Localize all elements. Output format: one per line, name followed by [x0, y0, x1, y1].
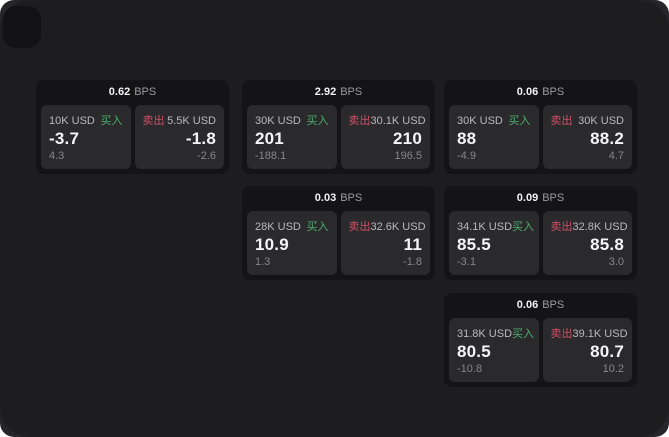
sell-panel[interactable]: 卖出 32.8K USD 85.8 3.0: [542, 211, 632, 275]
buy-label: 买入: [512, 328, 535, 340]
sell-panel[interactable]: 卖出 5.5K USD -1.8 -2.6: [134, 105, 224, 169]
sell-panel[interactable]: 卖出 39.1K USD 80.7 10.2: [542, 318, 632, 382]
sell-amount: 39.1K USD: [572, 328, 628, 340]
sell-label: 卖出: [550, 115, 573, 127]
sell-sub-value: -1.8: [403, 256, 422, 268]
sell-amount: 32.8K USD: [572, 221, 628, 233]
buy-panel[interactable]: 31.8K USD 买入 80.5 -10.8: [449, 318, 539, 382]
bps-value: 0.03: [314, 192, 337, 204]
buy-label: 买入: [508, 115, 531, 127]
buy-price: 85.5: [457, 235, 491, 254]
buy-sub-value: -188.1: [255, 150, 287, 162]
sell-sub-value: -2.6: [197, 150, 216, 162]
sell-sub-value: 10.2: [602, 363, 624, 375]
quote-card: 0.03 BPS 28K USD 买入 10.9 1.3 卖出 32.6K US…: [242, 186, 435, 280]
corner-app-icon: [3, 6, 41, 48]
buy-panel[interactable]: 28K USD 买入 10.9 1.3: [247, 211, 337, 275]
buy-sub-value: -10.8: [457, 363, 483, 375]
bps-label: BPS: [340, 192, 363, 204]
sell-price: 11: [403, 235, 422, 254]
sell-price: -1.8: [185, 129, 216, 148]
quote-card: 2.92 BPS 30K USD 买入 201 -188.1 卖出 30.1K …: [242, 80, 435, 174]
bps-label: BPS: [340, 86, 363, 98]
sell-label: 卖出: [142, 115, 165, 127]
sell-sub-value: 4.7: [608, 150, 624, 162]
card-header: 0.09 BPS: [449, 186, 632, 211]
sell-label: 卖出: [348, 221, 371, 233]
bps-value: 0.62: [108, 86, 131, 98]
bps-label: BPS: [542, 86, 565, 98]
bps-value: 0.06: [516, 86, 539, 98]
sell-sub-value: 196.5: [394, 150, 422, 162]
buy-panel[interactable]: 30K USD 买入 201 -188.1: [247, 105, 337, 169]
buy-sub-value: 1.3: [255, 256, 271, 268]
buy-sub-value: -3.1: [457, 256, 476, 268]
sell-amount: 32.6K USD: [370, 221, 426, 233]
sell-price: 88.2: [590, 129, 624, 148]
buy-price: 10.9: [255, 235, 289, 254]
buy-amount: 30K USD: [255, 115, 301, 127]
sell-amount: 30.1K USD: [370, 115, 426, 127]
card-header: 2.92 BPS: [247, 80, 430, 105]
buy-price: 201: [255, 129, 284, 148]
buy-amount: 28K USD: [255, 221, 301, 233]
buy-price: 80.5: [457, 342, 491, 361]
sell-panel[interactable]: 卖出 30.1K USD 210 196.5: [340, 105, 430, 169]
sell-amount: 30K USD: [578, 115, 624, 127]
sell-label: 卖出: [550, 328, 573, 340]
sell-sub-value: 3.0: [608, 256, 624, 268]
buy-price: 88: [457, 129, 477, 148]
sell-price: 85.8: [590, 235, 624, 254]
bps-value: 2.92: [314, 86, 337, 98]
bps-label: BPS: [542, 299, 565, 311]
bps-value: 0.09: [516, 192, 539, 204]
buy-label: 买入: [100, 115, 123, 127]
buy-amount: 30K USD: [457, 115, 503, 127]
sell-panel[interactable]: 卖出 30K USD 88.2 4.7: [542, 105, 632, 169]
buy-label: 买入: [306, 115, 329, 127]
bps-value: 0.06: [516, 299, 539, 311]
buy-panel[interactable]: 30K USD 买入 88 -4.9: [449, 105, 539, 169]
sell-amount: 5.5K USD: [167, 115, 216, 127]
buy-amount: 34.1K USD: [457, 221, 513, 233]
buy-label: 买入: [512, 221, 535, 233]
sell-label: 卖出: [348, 115, 371, 127]
sell-price: 80.7: [590, 342, 624, 361]
bps-label: BPS: [134, 86, 157, 98]
buy-panel[interactable]: 10K USD 买入 -3.7 4.3: [41, 105, 131, 169]
card-header: 0.03 BPS: [247, 186, 430, 211]
buy-price: -3.7: [49, 129, 80, 148]
buy-amount: 10K USD: [49, 115, 95, 127]
buy-label: 买入: [306, 221, 329, 233]
sell-price: 210: [393, 129, 422, 148]
buy-sub-value: -4.9: [457, 150, 476, 162]
quote-card: 0.09 BPS 34.1K USD 买入 85.5 -3.1 卖出 32.8K…: [444, 186, 637, 280]
quote-card: 0.06 BPS 30K USD 买入 88 -4.9 卖出 30K USD 8…: [444, 80, 637, 174]
buy-amount: 31.8K USD: [457, 328, 513, 340]
card-header: 0.62 BPS: [41, 80, 224, 105]
buy-sub-value: 4.3: [49, 150, 65, 162]
sell-label: 卖出: [550, 221, 573, 233]
card-header: 0.06 BPS: [449, 293, 632, 318]
card-header: 0.06 BPS: [449, 80, 632, 105]
bps-label: BPS: [542, 192, 565, 204]
buy-panel[interactable]: 34.1K USD 买入 85.5 -3.1: [449, 211, 539, 275]
quote-card: 0.62 BPS 10K USD 买入 -3.7 4.3 卖出 5.5K USD…: [36, 80, 229, 174]
sell-panel[interactable]: 卖出 32.6K USD 11 -1.8: [340, 211, 430, 275]
quote-card: 0.06 BPS 31.8K USD 买入 80.5 -10.8 卖出 39.1…: [444, 293, 637, 387]
